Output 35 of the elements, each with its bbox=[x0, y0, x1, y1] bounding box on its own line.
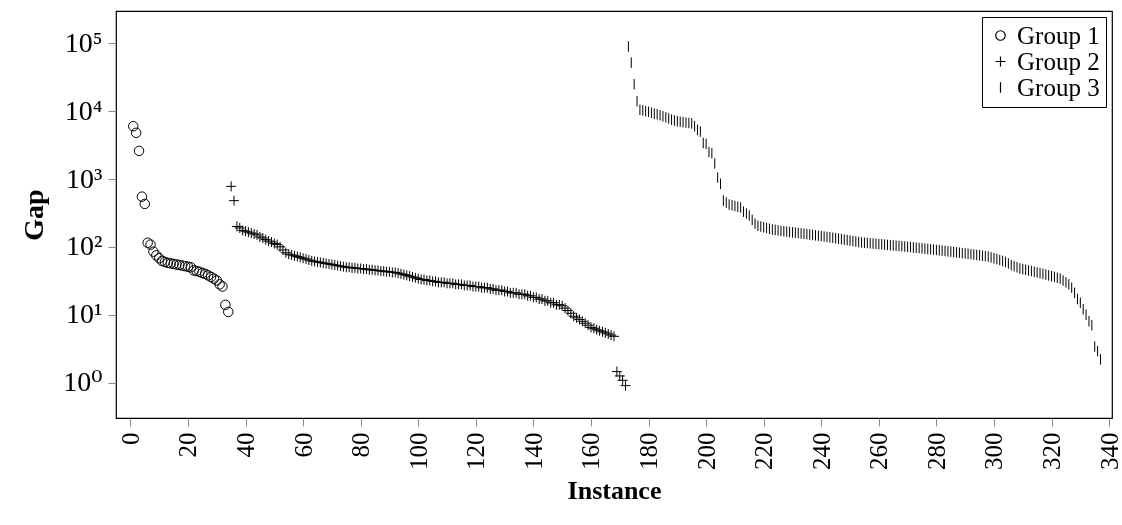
y-tick-label: 10⁵ bbox=[64, 26, 103, 58]
x-tick-label: 60 bbox=[289, 432, 317, 458]
legend-label: Group 1 bbox=[1017, 21, 1100, 49]
point bbox=[220, 299, 231, 311]
point bbox=[223, 306, 234, 318]
x-tick-label: 40 bbox=[232, 432, 260, 458]
x-tick-label: 120 bbox=[462, 432, 490, 470]
x-tick-label: 140 bbox=[519, 432, 547, 470]
x-tick-label: 300 bbox=[980, 432, 1008, 470]
point bbox=[133, 145, 145, 157]
y-tick-label: 10³ bbox=[66, 162, 103, 194]
x-tick-label: 200 bbox=[692, 432, 720, 470]
point bbox=[148, 246, 159, 257]
y-tick-label: 10⁰ bbox=[63, 366, 103, 398]
x-tick-label: 20 bbox=[174, 432, 202, 458]
x-axis-title: Instance bbox=[567, 476, 662, 505]
point bbox=[128, 121, 139, 132]
x-tick-label: 0 bbox=[116, 432, 144, 445]
point bbox=[130, 127, 142, 139]
x-tick-label: 100 bbox=[404, 432, 432, 470]
y-axis-title: Gap bbox=[18, 189, 50, 241]
x-tick-label: 80 bbox=[347, 432, 375, 458]
x-tick-label: 320 bbox=[1038, 432, 1066, 470]
y-tick-label: 10² bbox=[66, 230, 103, 262]
x-tick-label: 340 bbox=[1095, 432, 1122, 470]
x-tick-label: 180 bbox=[635, 432, 663, 470]
y-tick-label: 10¹ bbox=[66, 298, 103, 330]
point bbox=[139, 198, 151, 210]
x-tick-label: 220 bbox=[750, 432, 778, 470]
point bbox=[136, 191, 148, 202]
y-tick-label: 10⁴ bbox=[64, 94, 103, 126]
x-tick-label: 160 bbox=[577, 432, 605, 470]
x-tick-label: 240 bbox=[807, 432, 835, 470]
x-tick-label: 280 bbox=[922, 432, 950, 470]
x-tick-label: 260 bbox=[865, 432, 893, 470]
